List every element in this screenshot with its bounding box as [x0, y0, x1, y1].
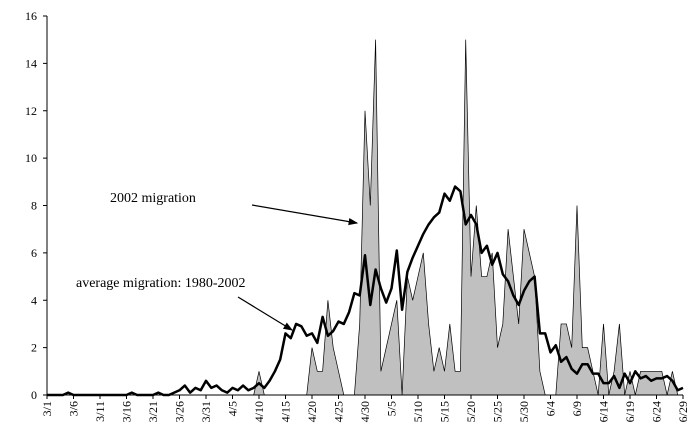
y-tick-label: 10: [25, 151, 37, 165]
plot: 0 2 4 6 8 10 12 14 16 3/1 3/6 3/11 3/16 3/21 3/26 3/31 4…: [25, 9, 690, 422]
x-tick-label: 5/30: [517, 401, 531, 422]
x-tick-label: 3/16: [120, 401, 134, 422]
x-tick-label: 4/25: [332, 401, 346, 422]
annotation: 2002 migration: [110, 191, 196, 206]
x-tick-label: 3/26: [173, 401, 187, 422]
annotation: average migration: 1980-2002: [76, 276, 246, 291]
x-tick-label: 3/11: [93, 401, 107, 422]
x-tick-label: 5/5: [385, 401, 399, 416]
x-tick-label: 6/9: [570, 401, 584, 416]
x-tick-label: 4/30: [358, 401, 372, 422]
y-tick-label: 12: [25, 104, 37, 118]
annotation-arrow: [251, 204, 359, 226]
y-tick-label: 14: [25, 56, 37, 70]
x-tick-label: 3/21: [146, 401, 160, 422]
y-tick-label: 8: [31, 199, 37, 213]
x-tick-label: 4/15: [279, 401, 293, 422]
x-tick-label: 3/1: [40, 401, 54, 416]
x-tick-label: 6/29: [676, 401, 690, 422]
x-tick-label: 4/5: [226, 401, 240, 416]
y-tick-label: 4: [31, 293, 37, 307]
x-tick-label: 3/31: [199, 401, 213, 422]
y-tick-label: 0: [31, 388, 37, 402]
x-tick-label: 5/10: [411, 401, 425, 422]
x-tick-label: 6/14: [597, 401, 611, 422]
y-tick-label: 2: [31, 341, 37, 355]
annotation-arrow: [237, 296, 294, 331]
y-tick-label: 6: [31, 246, 37, 260]
x-tick-label: 6/4: [544, 401, 558, 416]
x-tick-label: 4/20: [305, 401, 319, 422]
area: [47, 39, 683, 396]
y-tick-label: 16: [25, 9, 37, 23]
x-tick-label: 5/20: [464, 401, 478, 422]
x-tick-label: 5/25: [491, 401, 505, 422]
x-tick-label: 4/10: [252, 401, 266, 422]
x-tick-label: 6/24: [650, 401, 664, 422]
x-tick-label: 3/6: [67, 401, 81, 416]
x-tick-label: 6/19: [623, 401, 637, 422]
x-tick-label: 5/15: [438, 401, 452, 422]
